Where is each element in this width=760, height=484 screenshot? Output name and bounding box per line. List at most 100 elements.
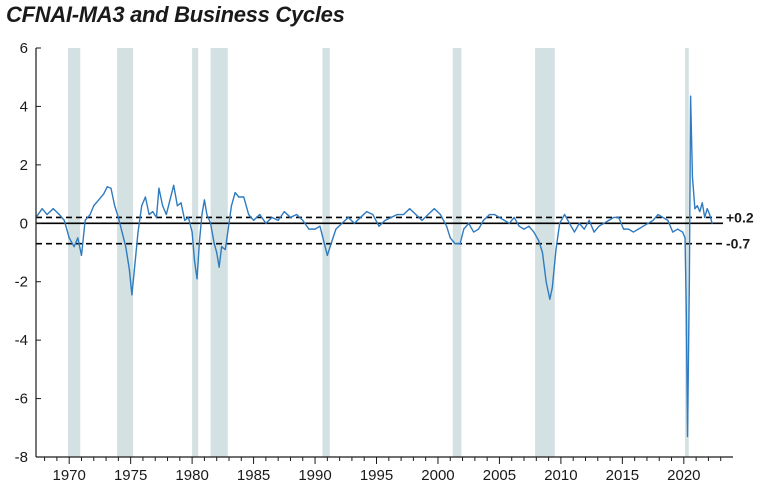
data-point-103 <box>503 219 505 221</box>
data-point-135 <box>652 219 654 221</box>
data-point-121 <box>583 228 585 230</box>
data-point-126 <box>608 219 610 221</box>
data-point-60 <box>265 222 267 224</box>
x-tick-label-5: 1995 <box>360 467 393 484</box>
data-point-41 <box>196 278 198 280</box>
data-point-150 <box>699 211 701 213</box>
data-point-53 <box>230 205 233 207</box>
data-point-2 <box>46 213 48 216</box>
recession-band-7 <box>685 48 689 457</box>
x-tick-label-0: 1970 <box>53 467 86 484</box>
data-point-139 <box>672 231 674 233</box>
data-point-8 <box>77 237 79 239</box>
x-tick-label-8: 2010 <box>544 467 577 484</box>
data-point-111 <box>541 251 544 254</box>
recession-band-6 <box>535 48 555 457</box>
data-point-43 <box>201 213 203 216</box>
data-point-117 <box>563 213 566 216</box>
reference-label-0: +0.2 <box>726 209 754 225</box>
x-tick-label-1: 1975 <box>114 467 147 484</box>
x-tick-label-7: 2005 <box>483 467 516 484</box>
data-point-80 <box>378 225 380 227</box>
data-point-22 <box>131 294 133 296</box>
data-point-65 <box>296 213 298 216</box>
data-point-133 <box>642 225 644 227</box>
data-point-12 <box>93 205 95 207</box>
y-tick-label-3: 0 <box>20 215 28 232</box>
data-point-140 <box>677 228 679 230</box>
data-point-137 <box>662 216 664 219</box>
data-point-131 <box>632 231 635 233</box>
data-point-72 <box>330 243 332 245</box>
data-point-83 <box>396 213 399 216</box>
data-point-141 <box>681 231 684 233</box>
data-point-85 <box>409 208 411 210</box>
data-point-155 <box>711 222 713 224</box>
data-point-19 <box>121 231 123 233</box>
x-tick-label-10: 2020 <box>667 467 700 484</box>
data-point-147 <box>691 175 694 178</box>
data-point-110 <box>538 240 540 242</box>
data-point-24 <box>137 231 139 233</box>
y-tick-label-0: 6 <box>20 40 28 57</box>
data-point-99 <box>482 219 485 221</box>
data-point-108 <box>528 225 530 227</box>
data-point-39 <box>191 231 193 233</box>
data-point-114 <box>551 286 553 289</box>
data-point-27 <box>148 213 150 216</box>
reference-lines: +0.2 -0.7 <box>36 209 754 252</box>
data-point-123 <box>593 231 595 233</box>
data-point-118 <box>568 222 571 224</box>
data-point-149 <box>696 205 698 207</box>
data-point-109 <box>533 231 535 233</box>
data-point-33 <box>169 199 171 201</box>
data-point-3 <box>52 208 54 210</box>
data-point-15 <box>106 186 108 188</box>
data-point-62 <box>277 219 279 221</box>
data-point-31 <box>162 205 164 207</box>
data-point-93 <box>454 243 456 245</box>
data-point-132 <box>637 228 639 230</box>
x-tick-label-9: 2015 <box>606 467 639 484</box>
data-point-92 <box>449 237 451 239</box>
data-point-79 <box>372 213 374 216</box>
y-tick-label-5: -4 <box>15 332 28 349</box>
series-line-0 <box>35 95 713 438</box>
data-point-37 <box>184 219 186 221</box>
data-point-71 <box>326 254 328 257</box>
recession-bands <box>67 48 689 457</box>
data-point-146 <box>689 95 692 97</box>
data-point-104 <box>508 222 510 224</box>
data-point-10 <box>84 219 86 221</box>
data-point-116 <box>559 222 561 224</box>
data-point-138 <box>667 219 669 221</box>
data-point-11 <box>89 213 91 216</box>
data-point-143 <box>685 310 687 312</box>
data-point-32 <box>165 213 167 216</box>
data-point-101 <box>493 213 496 216</box>
data-point-13 <box>98 199 100 201</box>
data-point-61 <box>271 216 273 219</box>
data-point-115 <box>555 248 557 251</box>
recession-band-2 <box>192 48 199 457</box>
data-point-100 <box>489 213 491 216</box>
data-point-112 <box>545 281 547 283</box>
data-point-50 <box>221 246 223 248</box>
data-point-52 <box>227 231 229 233</box>
data-point-73 <box>335 228 337 230</box>
data-point-47 <box>213 243 215 245</box>
data-point-86 <box>415 213 417 216</box>
data-point-76 <box>353 222 355 224</box>
data-point-59 <box>259 213 261 216</box>
data-point-64 <box>289 216 292 219</box>
x-tick-label-6: 2000 <box>421 467 454 484</box>
data-point-106 <box>518 225 520 227</box>
data-point-144 <box>686 435 689 438</box>
data-point-29 <box>155 216 158 219</box>
data-point-127 <box>613 216 615 219</box>
data-point-58 <box>252 219 255 221</box>
recession-band-1 <box>117 48 134 457</box>
data-point-154 <box>709 213 711 216</box>
y-tick-label-6: -6 <box>15 391 28 408</box>
